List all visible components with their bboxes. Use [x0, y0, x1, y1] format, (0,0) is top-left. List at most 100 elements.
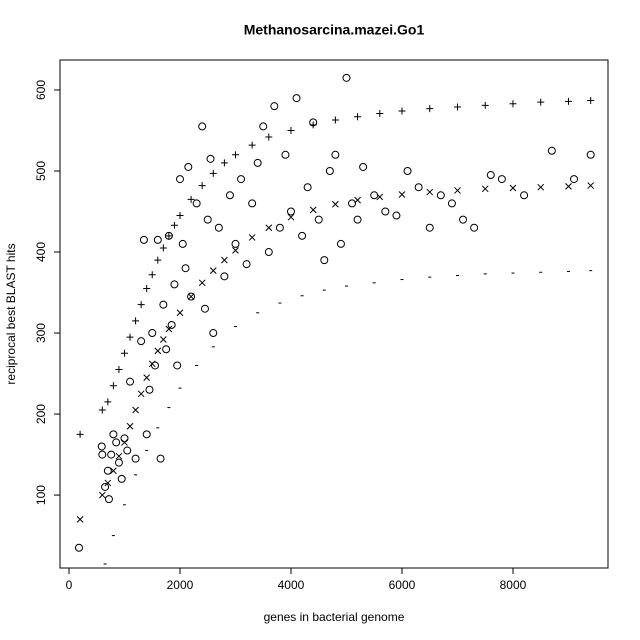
point	[184, 162, 193, 171]
point	[486, 171, 495, 180]
point	[376, 193, 384, 201]
point	[325, 167, 334, 175]
point	[107, 450, 116, 459]
x-tick-label: 2000	[167, 578, 194, 592]
point	[97, 442, 106, 451]
y-tick-label: 200	[34, 404, 48, 424]
point	[175, 175, 184, 184]
point	[120, 349, 128, 357]
point	[206, 154, 215, 163]
point	[353, 215, 362, 224]
point	[253, 158, 262, 167]
point	[101, 482, 110, 491]
point	[198, 182, 206, 190]
point	[176, 212, 184, 220]
point	[403, 167, 412, 175]
point	[248, 234, 256, 241]
point	[242, 260, 251, 269]
point	[348, 199, 357, 208]
point	[162, 345, 171, 354]
point	[232, 247, 239, 254]
point	[265, 133, 273, 141]
y-tick-label: 600	[34, 80, 48, 100]
point	[153, 235, 162, 244]
point	[110, 467, 117, 475]
point	[414, 183, 423, 192]
point	[570, 175, 579, 184]
point	[114, 458, 123, 467]
point	[231, 239, 240, 248]
point	[298, 231, 307, 240]
point	[165, 232, 173, 240]
point	[159, 244, 167, 252]
point	[248, 141, 256, 149]
point	[137, 337, 146, 346]
point	[148, 271, 156, 279]
point	[537, 183, 545, 191]
x-tick-label: 0	[66, 578, 73, 592]
y-tick-label: 300	[34, 323, 48, 343]
point	[137, 390, 145, 398]
point	[198, 122, 207, 131]
point	[497, 175, 506, 184]
point	[98, 491, 106, 499]
point	[200, 304, 209, 313]
point	[103, 466, 112, 475]
point	[537, 98, 545, 106]
x-tick-label: 8000	[500, 578, 527, 592]
point	[225, 191, 234, 200]
point	[259, 122, 268, 131]
point	[170, 221, 178, 229]
point	[187, 195, 195, 203]
y-tick-label: 100	[34, 485, 48, 505]
point	[139, 235, 148, 244]
point	[481, 101, 489, 109]
point	[398, 107, 406, 115]
point	[381, 207, 390, 216]
point	[336, 239, 345, 248]
point	[170, 280, 179, 289]
point	[281, 150, 290, 159]
point	[509, 184, 517, 192]
point	[104, 495, 113, 504]
point	[192, 199, 201, 208]
point	[220, 272, 229, 281]
point	[481, 185, 489, 193]
point	[303, 183, 312, 192]
point	[320, 256, 329, 265]
point	[104, 479, 112, 487]
y-tick-label: 500	[34, 161, 48, 181]
point	[98, 406, 106, 414]
point	[126, 422, 134, 430]
point	[137, 301, 145, 309]
point	[214, 223, 223, 232]
point	[447, 199, 456, 208]
point	[520, 191, 529, 200]
point	[98, 450, 107, 459]
point	[181, 264, 190, 273]
point	[209, 169, 217, 177]
point	[547, 146, 556, 155]
point	[426, 105, 434, 113]
point	[132, 406, 139, 414]
point	[354, 196, 361, 204]
point	[154, 256, 162, 264]
point	[586, 150, 595, 159]
point	[198, 279, 206, 287]
point	[123, 446, 132, 455]
point	[264, 248, 273, 257]
point	[309, 206, 317, 214]
point	[332, 200, 339, 208]
point	[459, 215, 468, 224]
point	[143, 284, 151, 292]
point	[220, 159, 228, 167]
point	[354, 113, 362, 121]
x-tick-label: 6000	[389, 578, 416, 592]
point	[176, 309, 184, 317]
point	[398, 191, 406, 198]
point	[148, 329, 157, 338]
point	[154, 347, 162, 355]
point	[142, 430, 151, 439]
point	[376, 109, 384, 117]
